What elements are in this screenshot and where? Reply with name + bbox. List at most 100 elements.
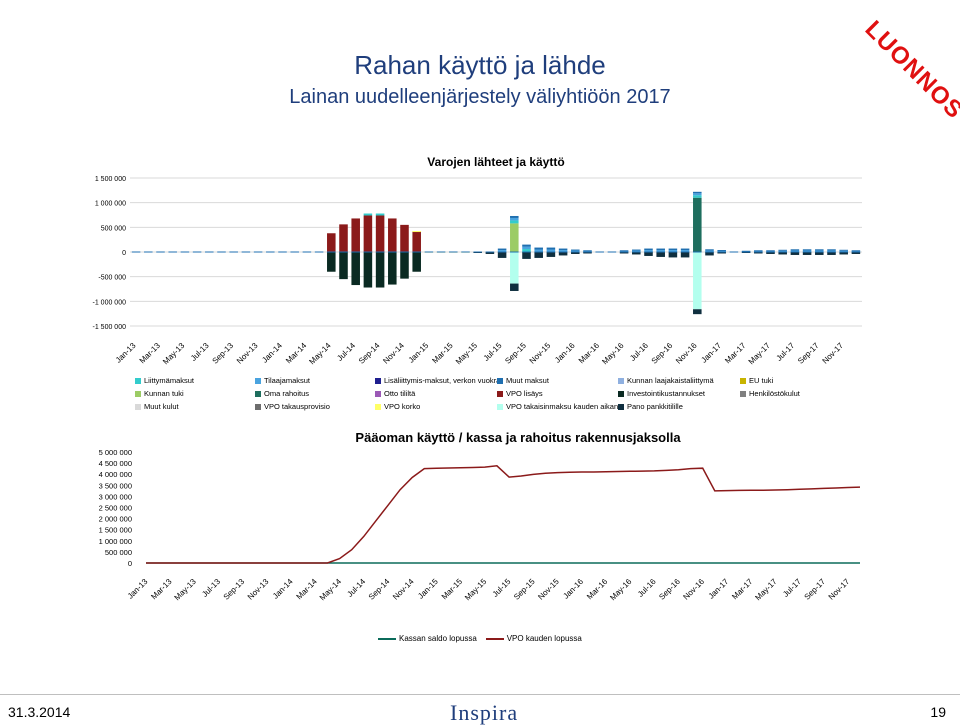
bar-segment xyxy=(851,252,861,254)
zero-line-tick xyxy=(607,251,617,253)
bar-segment xyxy=(375,252,385,288)
zero-line-tick xyxy=(632,251,641,253)
legend-swatch xyxy=(618,378,624,385)
line-x-tick-label: Sep-14 xyxy=(367,577,392,602)
legend-label: Kunnan tuki xyxy=(144,389,184,398)
legend-label: VPO korko xyxy=(384,402,421,411)
zero-line-tick xyxy=(205,251,214,253)
bar-segment xyxy=(583,252,592,254)
bar-segment xyxy=(510,223,519,252)
legend-item: Muut kulut xyxy=(135,402,179,411)
bar-segment xyxy=(766,252,775,254)
zero-line-tick xyxy=(851,251,861,253)
legend-swatch xyxy=(497,391,503,398)
bar-segment xyxy=(851,250,861,252)
legend-item: Lisäliittymis-maksut, verkon vuokrat xyxy=(375,376,502,385)
bar-segment xyxy=(534,249,543,252)
bar-segment xyxy=(571,249,580,251)
line-y-tick-label: 1 500 000 xyxy=(99,526,132,535)
zero-line-tick xyxy=(314,251,324,253)
zero-line-tick xyxy=(449,251,458,253)
zero-line-tick xyxy=(790,251,800,253)
bar-segment xyxy=(534,252,543,258)
zero-line-tick xyxy=(644,251,653,253)
line-y-tick-label: 1 000 000 xyxy=(99,537,132,546)
bar-segment xyxy=(839,252,848,255)
bar-y-tick-label: 1 500 000 xyxy=(95,176,126,183)
legend-swatch xyxy=(135,404,141,411)
line-y-tick-label: 3 000 000 xyxy=(99,492,132,501)
bar-segment xyxy=(375,213,385,216)
legend-swatch xyxy=(375,404,381,411)
legend-item: VPO takausprovisio xyxy=(255,402,330,411)
legend-label: EU tuki xyxy=(749,376,774,385)
bar-segment xyxy=(339,224,348,252)
line-y-tick-label: 3 500 000 xyxy=(99,481,132,490)
bar-segment xyxy=(327,233,336,252)
bar-segment xyxy=(351,218,360,252)
bar-segment xyxy=(790,250,800,252)
bar-segment xyxy=(632,249,641,251)
bar-segment xyxy=(827,252,836,255)
zero-line-tick xyxy=(595,251,604,253)
bar-segment xyxy=(363,215,373,252)
line-x-tick-label: Nov-15 xyxy=(536,577,561,602)
zero-line-tick xyxy=(436,251,446,253)
line-x-tick-label: May-16 xyxy=(608,577,634,603)
bar-segment xyxy=(705,250,714,252)
zero-line-tick xyxy=(156,251,165,253)
legend-swatch xyxy=(255,404,261,411)
bar-segment xyxy=(571,250,580,252)
bar-segment xyxy=(790,249,800,251)
bar-segment xyxy=(644,248,653,251)
line-x-tick-label: Jul-14 xyxy=(345,577,367,599)
bar-segment xyxy=(400,224,409,252)
bar-y-tick-label: -1 500 000 xyxy=(93,324,127,331)
legend-swatch xyxy=(375,391,381,398)
line-x-tick-label: Jan-14 xyxy=(271,577,295,601)
zero-line-tick xyxy=(217,251,226,253)
bar-segment xyxy=(510,215,519,218)
bar-segment xyxy=(571,252,580,254)
bar-segment xyxy=(754,252,763,254)
zero-line-tick xyxy=(192,251,202,253)
line-y-tick-label: 2 500 000 xyxy=(99,504,132,513)
bar-segment xyxy=(839,250,848,252)
zero-line-tick xyxy=(754,251,763,253)
bar-segment xyxy=(510,283,519,291)
bar-segment xyxy=(558,252,568,256)
bar-segment xyxy=(827,249,836,251)
line-chart-legend: Kassan saldo lopussa VPO kauden lopussa xyxy=(378,634,582,643)
line-x-tick-label: May-14 xyxy=(318,577,344,603)
zero-line-tick xyxy=(131,251,141,253)
bar-segment xyxy=(583,250,592,252)
zero-line-tick xyxy=(144,251,153,253)
bar-segment xyxy=(680,252,690,258)
line-y-tick-label: 0 xyxy=(128,559,132,568)
bar-segment xyxy=(656,248,665,251)
bar-segment xyxy=(815,252,824,255)
bar-segment xyxy=(693,191,702,194)
bar-segment xyxy=(705,249,714,251)
bar-segment xyxy=(717,250,726,252)
legend-label: Muut maksut xyxy=(506,376,549,385)
bar-segment xyxy=(363,252,373,288)
legend-item: Oma rahoitus xyxy=(255,389,309,398)
zero-line-tick xyxy=(583,251,592,253)
bar-segment xyxy=(485,252,495,254)
bar-segment xyxy=(802,249,812,251)
zero-line-tick xyxy=(278,251,287,253)
bar-segment xyxy=(644,252,653,256)
bar-y-tick-label: 1 000 000 xyxy=(95,201,126,208)
line-y-tick-label: 4 000 000 xyxy=(99,470,132,479)
bar-segment xyxy=(522,246,531,250)
line-x-tick-label: Sep-16 xyxy=(657,577,682,602)
bar-segment xyxy=(497,250,507,252)
bar-segment xyxy=(717,252,726,254)
bar-segment xyxy=(546,247,556,250)
bar-segment xyxy=(741,250,751,252)
line-x-tick-label: Mar-16 xyxy=(585,577,610,602)
legend-swatch xyxy=(135,378,141,385)
bar-segment xyxy=(388,218,397,252)
